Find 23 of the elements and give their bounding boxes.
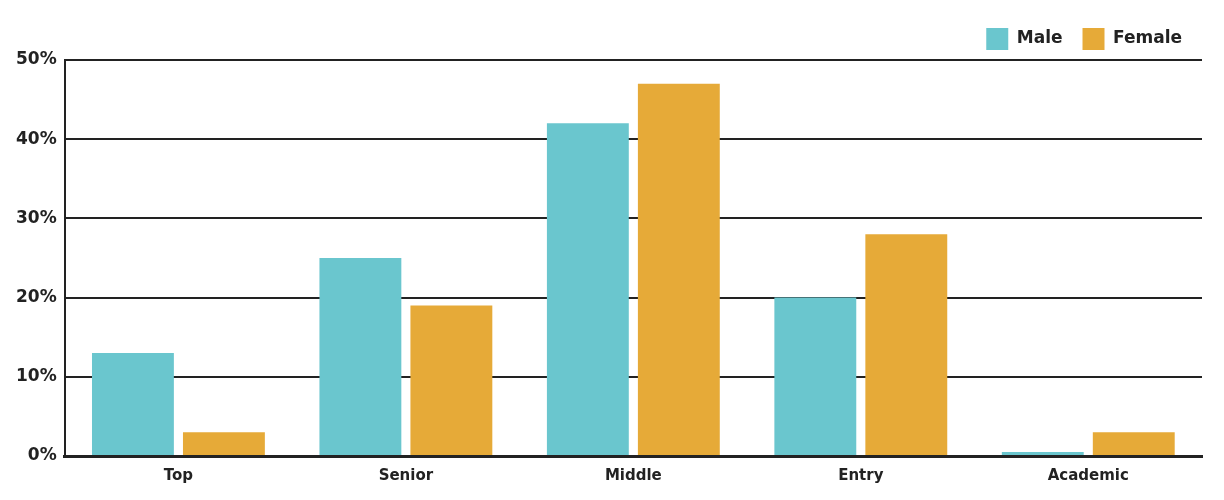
y-tick-label: 50%: [15, 48, 57, 69]
x-tick-label: Middle: [604, 465, 662, 484]
x-tick-label: Senior: [378, 465, 434, 484]
bar: [546, 123, 629, 455]
x-tick-label: Academic: [1047, 465, 1129, 484]
bar: [774, 297, 857, 455]
bar: [410, 305, 493, 455]
y-tick-label: 30%: [15, 206, 57, 227]
y-tick-label: 40%: [15, 127, 57, 148]
bar: [182, 432, 265, 455]
bar: [319, 258, 402, 455]
y-tick-label: 0%: [27, 444, 57, 465]
legend-label: Female: [1113, 27, 1182, 48]
x-tick-label: Top: [163, 465, 194, 484]
bar: [865, 234, 948, 455]
y-tick-label: 10%: [15, 365, 57, 386]
legend-label: Male: [1016, 27, 1063, 48]
bar: [1092, 432, 1175, 455]
x-tick-label: Entry: [838, 465, 884, 484]
bar: [1001, 452, 1084, 455]
y-tick-label: 20%: [15, 286, 57, 307]
bar: [91, 353, 174, 455]
bar: [637, 83, 720, 455]
